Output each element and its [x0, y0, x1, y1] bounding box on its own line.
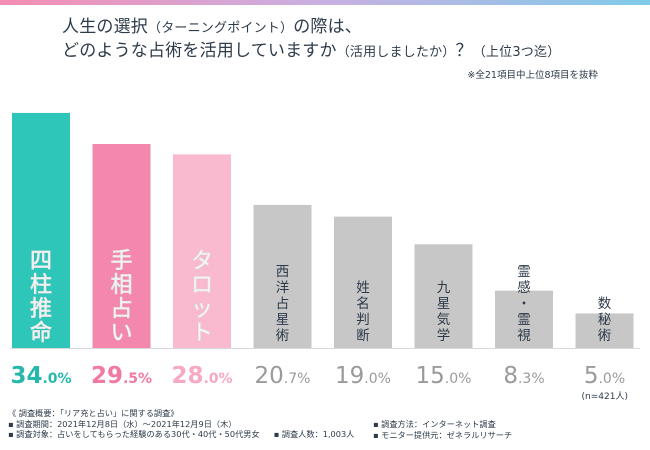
bar-value-label: 29.5%: [91, 363, 152, 389]
bar-category-label: 数秘術: [598, 296, 612, 344]
sample-size-label: (n=421人): [582, 391, 628, 402]
bar-value-label: 28.0%: [171, 363, 232, 389]
bar-2: [92, 144, 151, 348]
bar-7: [495, 290, 553, 348]
top-gradient-bar: [0, 0, 650, 5]
bar-value-label: 19.0%: [335, 363, 391, 389]
title-line1-paren: （ターニングポイント）: [148, 21, 294, 36]
survey-target-row: ▪ 調査対象：占いをしてもらった経験のある30代・40代・50代男女 ▪ 調査人数…: [8, 429, 388, 440]
bar-4: [253, 204, 312, 348]
monitor-provider: ▪ モニター提供元：ゼネラルリサーチ: [373, 429, 513, 440]
bar-category-label: 姓名判断: [356, 280, 370, 344]
bar-value-label: 5.0%: [584, 363, 625, 389]
title-line2-range: （上位3つ迄）: [472, 45, 561, 60]
bar-3: [173, 154, 231, 348]
bar-5: [334, 216, 392, 348]
bar-category-label: 四柱推命: [30, 249, 53, 346]
bar-1: [12, 112, 70, 349]
survey-overview: 《 調査概要：「リア充と占い」に関する調査》: [8, 408, 179, 418]
bar-value-label: 8.3%: [503, 363, 544, 389]
bar-category-label: 霊感・霊視: [517, 264, 531, 344]
bar-category-label: 西洋占星術: [276, 264, 290, 344]
title-line2-paren: （活用しましたか）: [336, 45, 456, 60]
survey-period: ▪ 調査期間：2021年12月8日（水）～2021年12月9日（木）: [8, 418, 237, 429]
title-line-2: どのような占術を活用していますか（活用しましたか）？（上位3つ迄）: [62, 40, 622, 64]
title-line2-question: ？: [455, 41, 473, 61]
bar-category-label: 手相占い: [110, 249, 132, 346]
title-line1-tail: の際は、: [293, 17, 363, 37]
bar-category-label: 九星気学: [437, 280, 451, 344]
bar-value-label: 34.0%: [10, 363, 71, 389]
bar-category-label: タロット: [191, 249, 213, 346]
chart-title: 人生の選択（ターニングポイント）の際は、 どのような占術を活用していますか（活用…: [62, 16, 622, 64]
footer-left: 《 調査概要：「リア充と占い」に関する調査》 ▪ 調査期間：2021年12月8日…: [8, 408, 388, 440]
title-line-1: 人生の選択（ターニングポイント）の際は、: [62, 16, 622, 40]
bar-8: [575, 313, 634, 348]
bar-value-label: 15.0%: [416, 363, 472, 389]
bar-value-label: 20.7%: [255, 363, 311, 389]
survey-method: ▪ 調査方法：インターネット調査: [373, 419, 496, 429]
title-line1-main: 人生の選択: [62, 17, 148, 37]
survey-count: ▪ 調査人数：1,003人: [273, 429, 355, 439]
survey-target: ▪ 調査対象：占いをしてもらった経験のある30代・40代・50代男女: [8, 429, 260, 439]
bar-6: [414, 244, 473, 348]
title-line2-main: どのような占術を活用していますか: [62, 41, 337, 61]
footer-right: ▪ 調査方法：インターネット調査 ▪ モニター提供元：ゼネラルリサーチ: [373, 419, 643, 440]
excerpt-note: ※全21項目中上位8項目を抜粋: [467, 70, 598, 81]
